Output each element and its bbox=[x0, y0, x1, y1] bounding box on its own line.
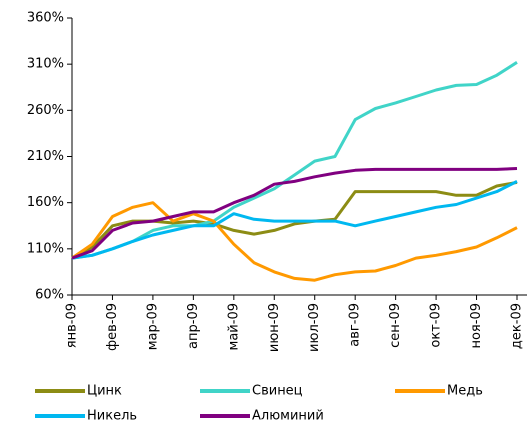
legend-label: Медь bbox=[447, 384, 483, 399]
legend-label: Никель bbox=[87, 409, 137, 424]
y-tick-label: 160% bbox=[27, 195, 64, 210]
x-tick-label: дек-09 bbox=[510, 303, 525, 349]
y-tick-label: 360% bbox=[27, 11, 64, 26]
legend-label: Свинец bbox=[252, 384, 303, 399]
legend-label: Алюминий bbox=[252, 409, 324, 424]
y-tick-label: 310% bbox=[27, 57, 64, 72]
y-tick-label: 60% bbox=[35, 288, 64, 303]
x-tick-label: окт-09 bbox=[429, 303, 444, 348]
line-series bbox=[71, 201, 518, 282]
x-tick-label: янв-09 bbox=[65, 303, 80, 348]
x-tick-label: ноя-09 bbox=[469, 303, 484, 349]
x-tick-label: сен-09 bbox=[388, 303, 403, 348]
x-tick-label: апр-09 bbox=[186, 303, 201, 349]
y-tick-label: 210% bbox=[27, 149, 64, 164]
x-tick-label: июн-09 bbox=[267, 303, 282, 352]
line-series bbox=[71, 167, 518, 260]
x-tick-label: май-09 bbox=[226, 303, 241, 350]
y-tick-label: 260% bbox=[27, 103, 64, 118]
y-tick-label: 110% bbox=[27, 241, 64, 256]
legend-label: Цинк bbox=[87, 384, 122, 399]
line-series bbox=[71, 61, 518, 260]
x-tick-label: мар-09 bbox=[145, 303, 160, 350]
x-tick-label: авг-09 bbox=[348, 303, 363, 347]
x-tick-label: июл-09 bbox=[307, 303, 322, 352]
line-series bbox=[71, 180, 518, 260]
x-tick-label: фев-09 bbox=[105, 303, 120, 351]
